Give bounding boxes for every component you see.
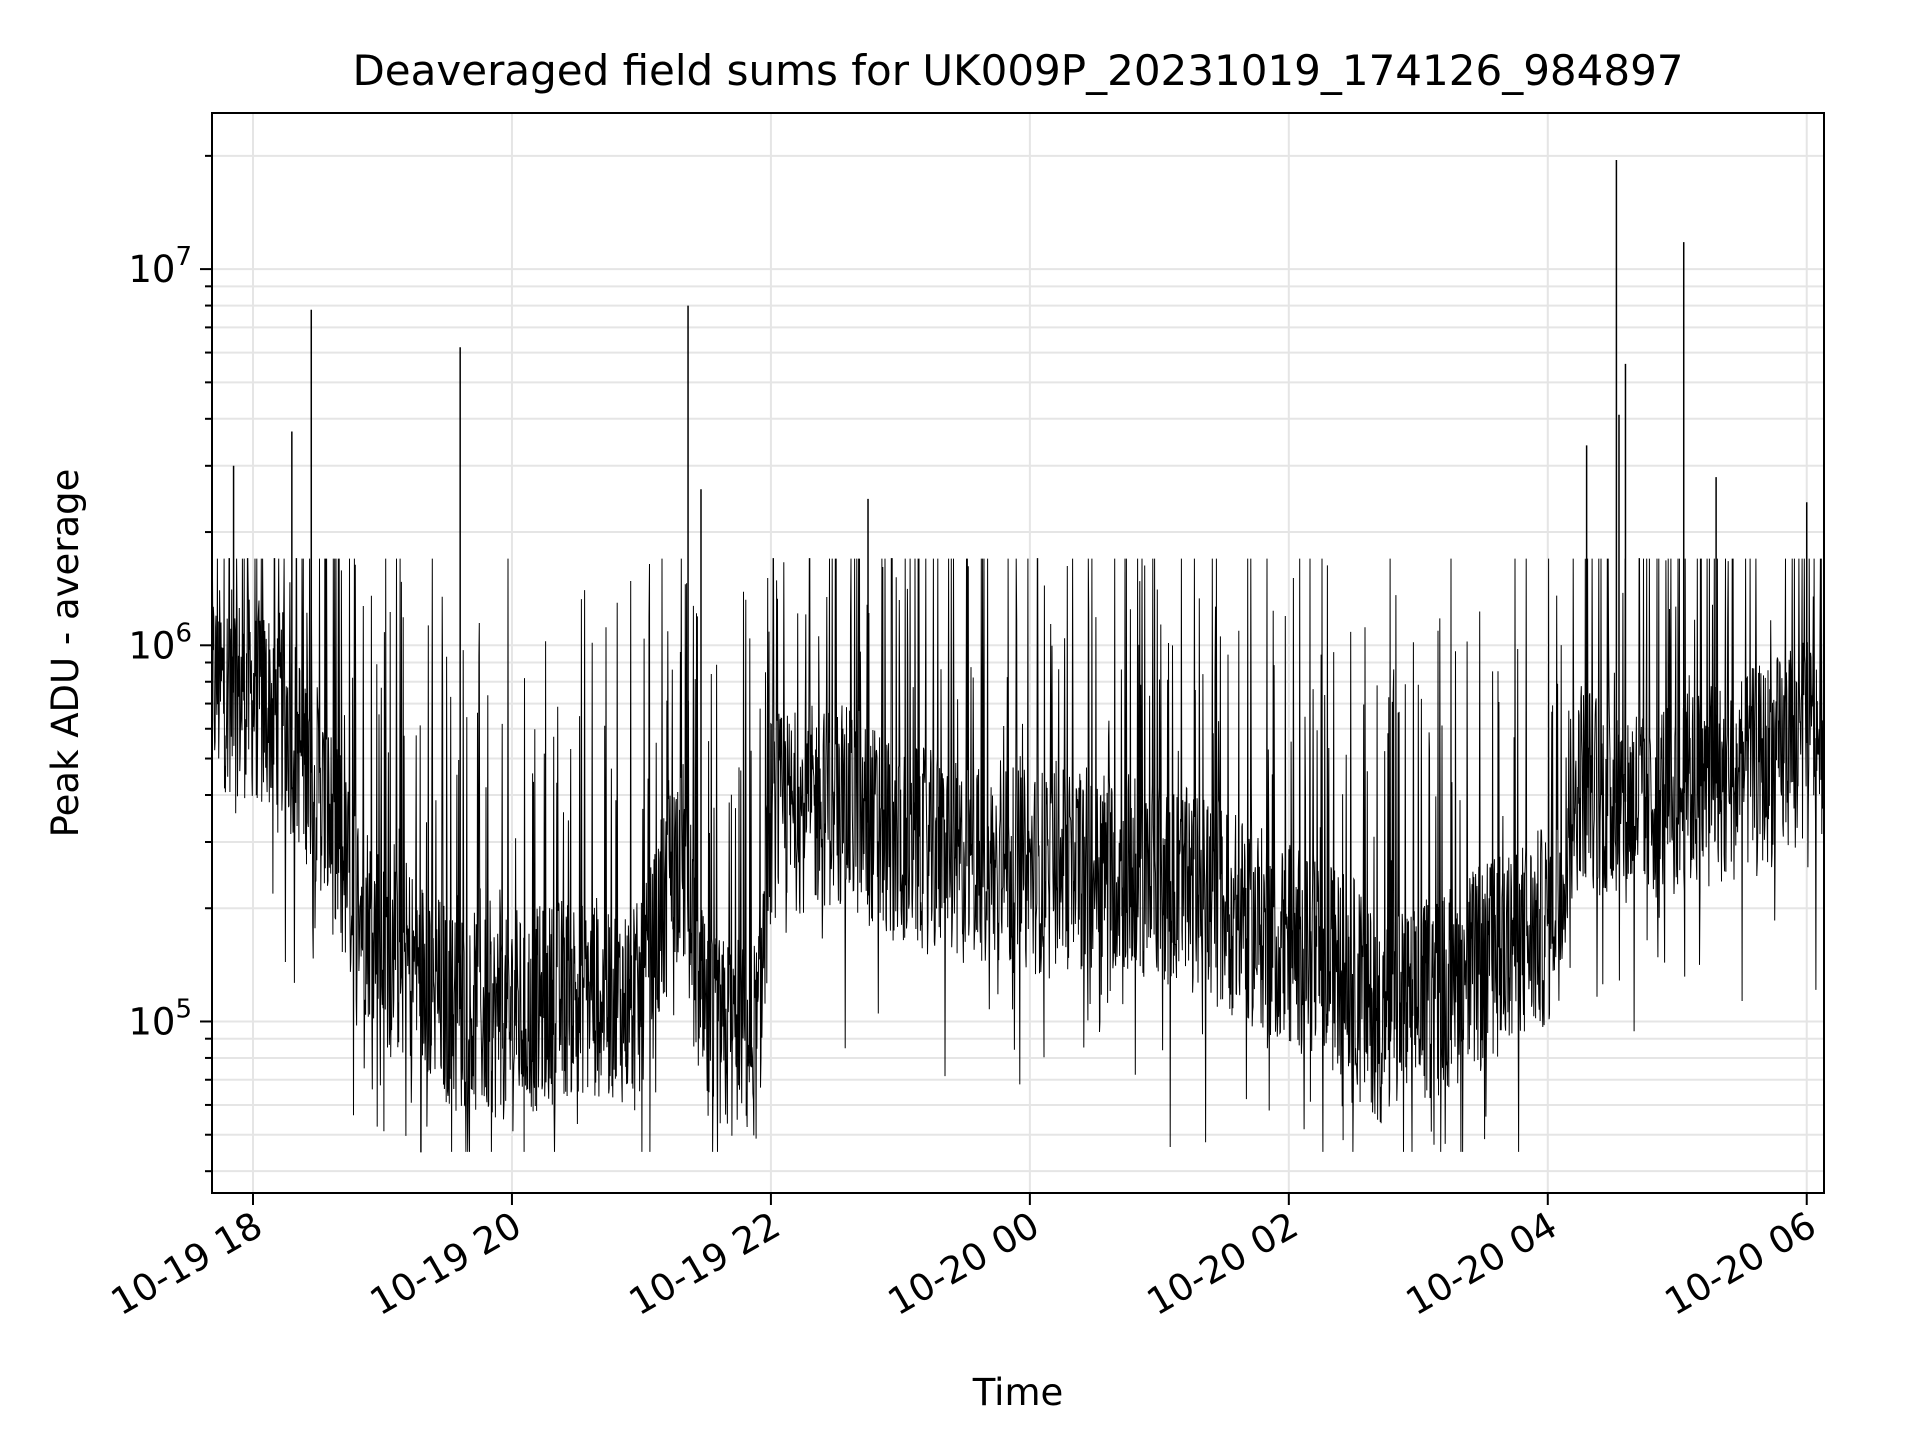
y-tick-label-base: 10	[128, 248, 175, 291]
x-gridlines	[252, 113, 1808, 1193]
x-axis-label: Time	[972, 1371, 1064, 1414]
plot-area-frame	[211, 112, 1825, 1194]
y-tick-label-base: 10	[128, 624, 175, 667]
y-tick-label-exponent: 5	[175, 994, 192, 1024]
y-tick-label-exponent: 7	[175, 242, 192, 272]
series-line	[211, 558, 1825, 1153]
y-tick-label-base: 10	[128, 1000, 175, 1043]
y-tick-label: 106	[128, 618, 192, 667]
chart-title: Deaveraged field sums for UK009P_2023101…	[352, 46, 1683, 95]
y-tick-label: 105	[128, 994, 192, 1043]
y-tick-label: 107	[128, 242, 192, 291]
y-tick-label-exponent: 6	[175, 618, 192, 648]
peak-lines	[232, 160, 1808, 1010]
y-axis-label: Peak ADU - average	[44, 469, 87, 838]
